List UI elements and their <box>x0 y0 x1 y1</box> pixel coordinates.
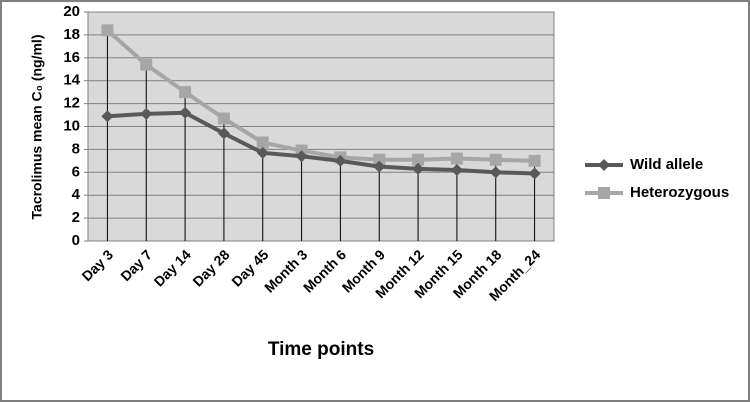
y-tick-label: 0 <box>72 232 80 249</box>
series-line <box>106 28 535 163</box>
y-tick-label: 4 <box>72 186 81 203</box>
data-point <box>256 146 269 159</box>
data-point <box>489 166 502 179</box>
data-point <box>295 150 308 163</box>
y-tick-label: 10 <box>63 117 80 134</box>
y-tick-label: 6 <box>72 163 80 180</box>
data-point <box>217 127 230 140</box>
data-point <box>373 153 386 166</box>
data-point <box>179 106 192 119</box>
legend-marker <box>598 159 610 171</box>
data-point <box>140 58 153 71</box>
data-point <box>412 153 425 166</box>
data-point <box>256 136 269 149</box>
data-point <box>450 164 463 177</box>
data-point <box>101 24 114 37</box>
y-tick-label: 12 <box>63 95 80 112</box>
data-point <box>528 167 541 180</box>
data-point <box>140 107 153 120</box>
legend-label: Wild allele <box>630 156 703 173</box>
legend-label: Heterozygous <box>630 184 729 201</box>
data-point <box>179 86 192 99</box>
y-tick-label: 8 <box>72 140 80 157</box>
data-point <box>334 154 347 167</box>
data-point <box>450 152 463 165</box>
data-point <box>489 153 502 166</box>
series-line <box>107 110 535 176</box>
y-tick-label: 20 <box>63 3 80 20</box>
y-tick-label: 16 <box>63 49 80 66</box>
y-tick-label: 18 <box>63 26 80 43</box>
y-axis-title: Tacrolimus mean C₀ (ng/ml) <box>29 35 45 220</box>
data-point <box>101 110 114 123</box>
y-tick-label: 14 <box>63 72 80 89</box>
y-tick-label: 2 <box>72 209 80 226</box>
data-point <box>528 154 541 167</box>
legend-marker <box>598 187 610 199</box>
data-point <box>412 162 425 175</box>
x-axis-title: Time points <box>268 339 374 360</box>
data-point <box>373 160 386 173</box>
data-point <box>217 112 230 125</box>
